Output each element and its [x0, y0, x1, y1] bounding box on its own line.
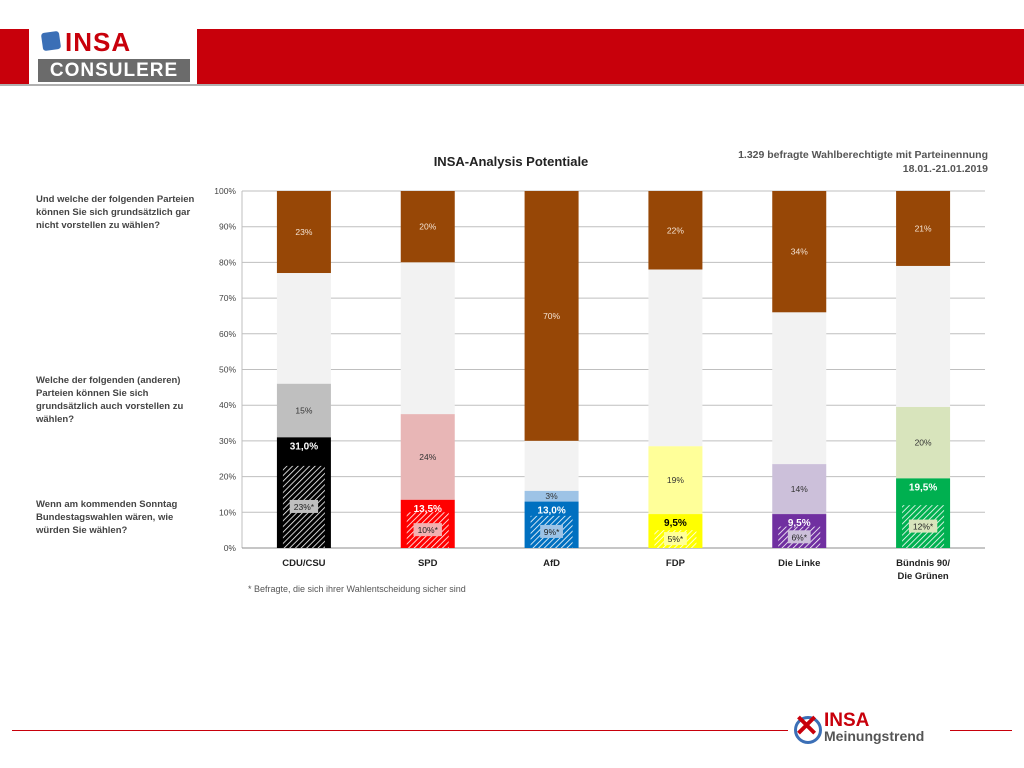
- bar-segment-rest: [400, 262, 455, 415]
- brand-name: INSA: [824, 710, 870, 731]
- y-tick-label: 40%: [219, 400, 236, 410]
- question-never: Und welche der folgenden Parteien können…: [36, 194, 195, 231]
- footer-line-right: [950, 730, 1012, 731]
- data-label-sure-box: [540, 524, 563, 538]
- data-label-never: 70%: [543, 311, 560, 321]
- data-label-sure: 23%*: [294, 502, 315, 512]
- bar-segment-potential: [400, 414, 455, 500]
- bar-segment-potential: [896, 406, 951, 479]
- x-category-label-line2: Die Grünen: [897, 571, 948, 582]
- y-tick-label: 50%: [219, 365, 236, 375]
- bar-segment-rest: [276, 273, 331, 384]
- x-category-label: Bündnis 90/: [896, 558, 950, 569]
- brand-cross-icon: ✕: [794, 710, 820, 743]
- data-label-potential: 20%: [915, 438, 932, 448]
- data-label-vote: 9,5%: [788, 518, 811, 529]
- x-category-label: Die Linke: [778, 558, 820, 569]
- bar-segment-rest: [648, 269, 703, 447]
- brand-circle-icon: [794, 716, 822, 744]
- question-potential: Welche der folgenden (anderen) Parteien …: [36, 375, 184, 425]
- data-label-sure: 10%*: [418, 525, 439, 535]
- data-label-sure: 12%*: [913, 522, 934, 532]
- insa-consulere-logo: INSA CONSULERE: [29, 27, 197, 84]
- y-tick-label: 60%: [219, 329, 236, 339]
- data-label-never: 34%: [791, 247, 808, 257]
- header-underline: [0, 84, 1024, 86]
- x-category-label: FDP: [666, 558, 686, 569]
- bar-segment-rest: [896, 265, 951, 407]
- y-tick-label: 80%: [219, 257, 236, 267]
- data-label-potential: 19%: [667, 475, 684, 485]
- data-label-potential: 15%: [295, 406, 312, 416]
- bar-segment-never: [772, 191, 827, 313]
- bar-segment-potential: [276, 383, 331, 438]
- y-tick-label: 90%: [219, 222, 236, 232]
- y-tick-label: 30%: [219, 436, 236, 446]
- data-label-sure: 9%*: [544, 527, 560, 537]
- data-label-vote: 31,0%: [290, 441, 318, 452]
- chart-title: INSA-Analysis Potentiale: [434, 154, 589, 169]
- data-label-vote: 19,5%: [909, 482, 937, 493]
- data-label-sure: 5%*: [668, 534, 684, 544]
- data-label-never: 23%: [295, 227, 312, 237]
- footnote: * Befragte, die sich ihrer Wahlentscheid…: [248, 584, 466, 594]
- sample-size: 1.329 befragte Wahlberechtigte mit Parte…: [738, 149, 988, 161]
- data-label-vote: 13,5%: [414, 504, 442, 515]
- bar-segment-never: [524, 191, 579, 441]
- y-tick-label: 70%: [219, 293, 236, 303]
- data-label-sure: 6%*: [791, 532, 807, 542]
- x-category-label: CDU/CSU: [282, 558, 325, 569]
- data-label-vote: 9,5%: [664, 518, 687, 529]
- question-vote: Wenn am kommenden Sonntag Bundestagswahl…: [36, 499, 178, 536]
- logo-text-insa: INSA: [65, 27, 132, 57]
- data-label-sure-box: [787, 530, 811, 544]
- bar-segment-rest: [524, 440, 579, 491]
- bar-segment-never: [648, 191, 703, 270]
- y-tick-label: 0%: [224, 543, 237, 553]
- data-label-never: 20%: [419, 222, 436, 232]
- data-label-potential: 24%: [419, 452, 436, 462]
- bar-segment-rest: [772, 312, 827, 465]
- data-label-potential: 14%: [791, 484, 808, 494]
- logo-text-consulere: CONSULERE: [38, 59, 190, 82]
- insa-meinungstrend-logo: ✕ INSA Meinungstrend: [792, 710, 948, 748]
- footer-line-left: [12, 730, 788, 731]
- survey-period: 18.01.-21.01.2019: [902, 163, 988, 175]
- data-label-vote: 13,0%: [537, 506, 565, 517]
- bar-segment-potential: [648, 446, 703, 515]
- bar-segment-never: [276, 191, 331, 274]
- bar-segment-potential: [524, 490, 579, 502]
- sample-info: 1.329 befragte Wahlberechtigte mit Parte…: [738, 148, 988, 176]
- data-label-sure-box: [664, 532, 687, 546]
- data-label-sure-box: [413, 523, 442, 537]
- y-tick-label: 100%: [214, 186, 236, 196]
- y-tick-label: 10%: [219, 507, 236, 517]
- data-label-potential: 3%: [545, 491, 558, 501]
- x-category-label: SPD: [418, 558, 438, 569]
- data-label-sure-box: [908, 519, 938, 533]
- brand-sub: Meinungstrend: [824, 728, 925, 744]
- bar-segment-never: [400, 191, 455, 263]
- bar-segment-never: [896, 191, 951, 266]
- y-tick-label: 20%: [219, 472, 236, 482]
- data-label-sure-box: [289, 499, 319, 513]
- x-category-label: AfD: [543, 558, 560, 569]
- data-label-never: 21%: [915, 223, 932, 233]
- data-label-never: 22%: [667, 225, 684, 235]
- bar-segment-potential: [772, 464, 827, 515]
